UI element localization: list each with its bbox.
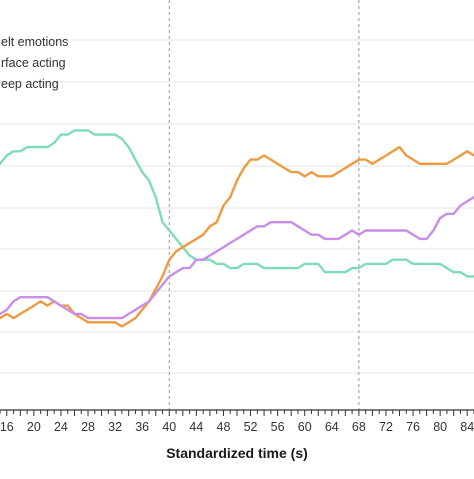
x-axis: 16 20 24 28 32 36 40 44 48 52 56 60 64 68 72 76 80 84	[0, 409, 474, 434]
series-line-0	[0, 129, 474, 278]
x-tick-label-11: 60	[298, 420, 312, 434]
legend-label-0: elt emotions	[1, 35, 68, 49]
series-line-2	[0, 195, 474, 320]
x-tick-label-0: 16	[0, 420, 14, 434]
legend-label-1: rface acting	[1, 56, 66, 70]
x-axis-title: Standardized time (s)	[166, 445, 308, 461]
series-lines	[0, 129, 474, 328]
x-tick-label-3: 28	[81, 420, 95, 434]
x-tick-label-15: 76	[406, 420, 420, 434]
x-tick-label-10: 56	[271, 420, 285, 434]
x-tick-label-12: 64	[325, 420, 339, 434]
x-tick-label-6: 40	[162, 420, 176, 434]
x-tick-label-1: 20	[27, 420, 41, 434]
legend: elt emotions rface acting eep acting	[1, 35, 68, 91]
x-tick-label-9: 52	[244, 420, 258, 434]
series-line-1	[0, 145, 474, 328]
x-tick-label-14: 72	[379, 420, 393, 434]
x-tick-label-5: 36	[135, 420, 149, 434]
x-tick-label-16: 80	[433, 420, 447, 434]
legend-label-2: eep acting	[1, 77, 59, 91]
x-tick-label-13: 68	[352, 420, 366, 434]
x-tick-label-8: 48	[217, 420, 231, 434]
x-tick-label-17: 84	[460, 420, 474, 434]
x-tick-label-2: 24	[54, 420, 68, 434]
x-tick-label-7: 44	[189, 420, 203, 434]
x-tick-label-4: 32	[108, 420, 122, 434]
reference-lines	[168, 0, 360, 410]
grid-lines	[0, 39, 474, 374]
